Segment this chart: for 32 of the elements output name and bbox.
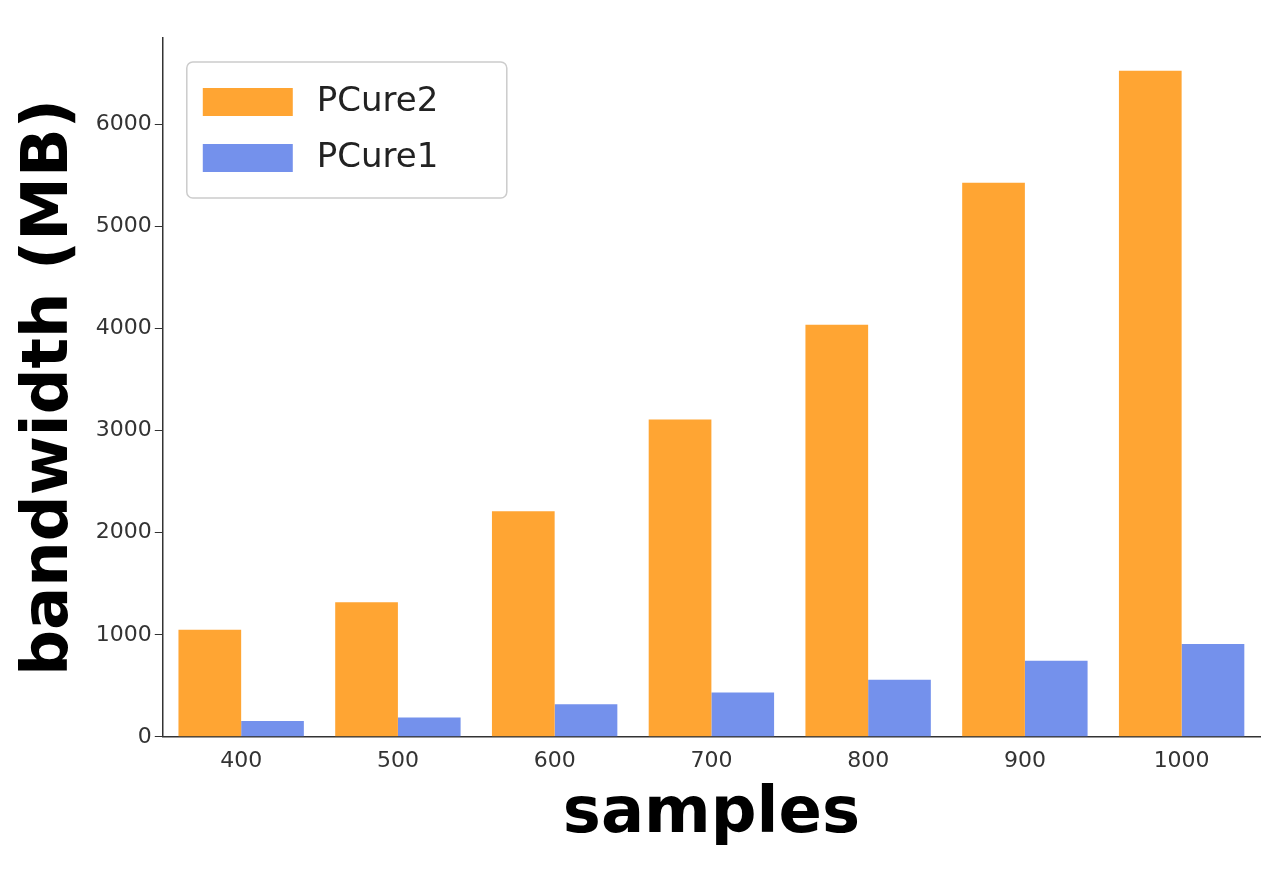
y-tick-label: 4000 (95, 314, 152, 340)
bar (335, 602, 398, 737)
x-tick-label: 600 (533, 746, 576, 772)
y-tick-label: 0 (137, 722, 152, 748)
bar (1118, 70, 1182, 737)
legend-label: PCure1 (316, 134, 439, 175)
legend-label: PCure2 (316, 78, 439, 119)
y-tick-label: 6000 (95, 110, 152, 136)
bar (178, 629, 242, 737)
bar (711, 692, 775, 737)
bar (648, 419, 712, 737)
bar (962, 182, 1025, 737)
bar (241, 720, 304, 737)
bar (1181, 643, 1245, 737)
y-axis-title: bandwidth (MB) (8, 99, 83, 676)
bar (1024, 660, 1088, 737)
bar (554, 704, 618, 737)
x-tick-label: 500 (376, 746, 419, 772)
x-tick-label: 800 (847, 746, 890, 772)
x-axis-title: samples (562, 773, 860, 848)
bar (397, 717, 461, 737)
x-tick-label: 1000 (1153, 746, 1210, 772)
x-tick-label: 400 (220, 746, 263, 772)
x-tick-label: 700 (690, 746, 733, 772)
y-tick-label: 3000 (95, 416, 152, 442)
bar (805, 324, 869, 737)
y-tick-label: 5000 (95, 212, 152, 238)
x-tick-label: 900 (1003, 746, 1046, 772)
bar (491, 511, 555, 737)
y-tick-label: 1000 (95, 620, 152, 646)
bar (868, 679, 931, 737)
y-tick-label: 2000 (95, 518, 152, 544)
